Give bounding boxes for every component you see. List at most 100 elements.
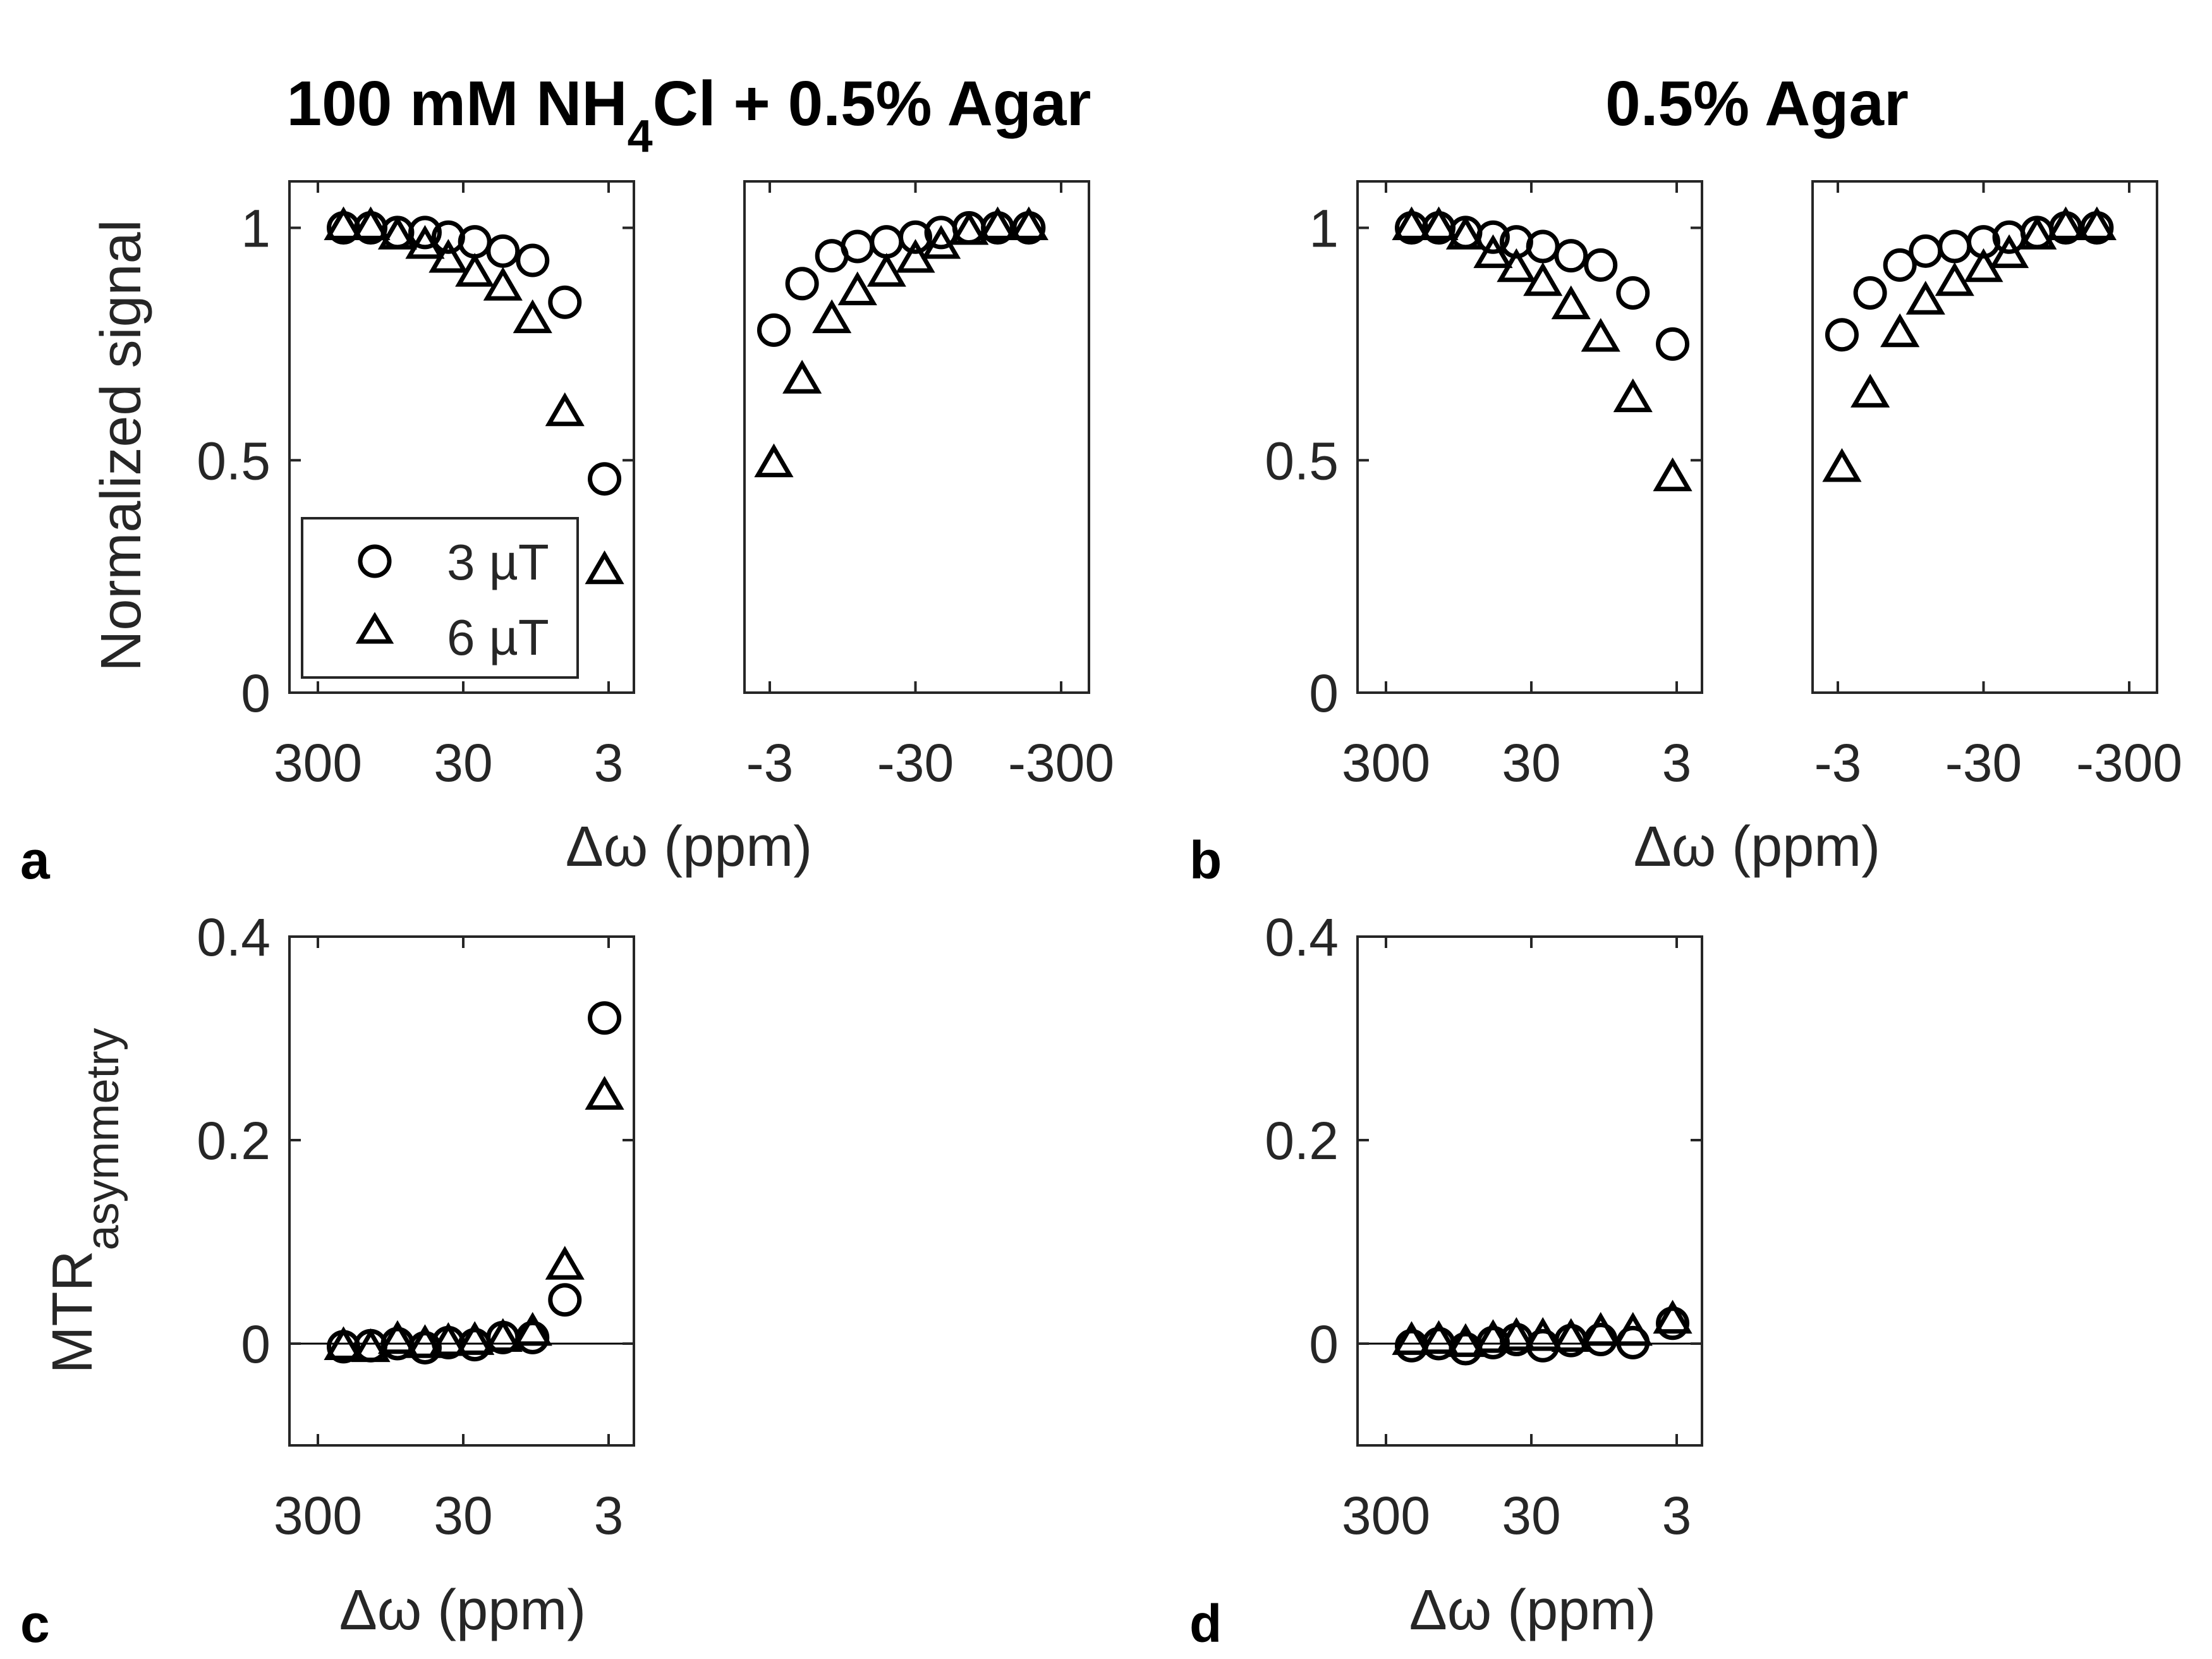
axes-frame [1356, 935, 1703, 1447]
axes-frame [1356, 180, 1703, 694]
x-tick-label: 3 [1662, 733, 1692, 793]
y-tick-label: 0.4 [1265, 908, 1339, 967]
plot-a-negative: -3 -30 -300 [743, 180, 1114, 793]
data-point-triangle [949, 210, 989, 245]
data-point-triangle [1523, 1316, 1563, 1351]
data-point-triangle [1445, 1323, 1486, 1358]
xlabel-d: Δω (ppm) [1409, 1579, 1656, 1642]
data-point-triangle [978, 206, 1018, 241]
data-point-triangle [1581, 318, 1620, 352]
data-point-circle [1584, 248, 1618, 282]
panel-letter-b: b [1189, 830, 1222, 890]
data-point-circle [1616, 276, 1650, 310]
plot-c: 0 0.2 0.4 300 30 3 [197, 908, 635, 1545]
panel-letter-d: d [1189, 1594, 1222, 1653]
data-point-triangle [351, 206, 391, 241]
data-point-triangle [324, 206, 363, 241]
data-point-circle [588, 462, 622, 496]
y-tick-label: 1 [1309, 199, 1339, 258]
data-point-triangle [1445, 216, 1486, 250]
data-point-triangle [377, 216, 418, 250]
data-point-triangle [351, 1328, 391, 1363]
x-tick-label: 3 [1662, 1486, 1692, 1545]
y-tick-label: 0 [241, 1315, 270, 1374]
axes-frame [288, 180, 635, 694]
data-point-circle [408, 216, 442, 250]
data-point-triangle [1473, 234, 1513, 269]
data-point-circle [516, 243, 550, 277]
axes-frame [743, 180, 1090, 694]
data-point-circle [1476, 1325, 1510, 1359]
data-point-triangle [585, 550, 624, 585]
data-point-triangle [405, 1324, 445, 1358]
y-tick-label: 0.2 [197, 1111, 270, 1170]
data-point-triangle [1551, 285, 1591, 320]
data-point-triangle [1392, 206, 1431, 241]
data-point-triangle [1473, 1319, 1513, 1353]
xlabel-c: Δω (ppm) [339, 1579, 586, 1642]
data-point-circle [1656, 1306, 1690, 1340]
data-point-triangle [754, 443, 794, 478]
x-tick-label: -3 [746, 733, 794, 793]
data-point-triangle [2046, 206, 2086, 241]
y-tick-label: 0.5 [1265, 431, 1339, 490]
y-tick-label: 0 [1309, 1315, 1339, 1374]
x-tick-label: 300 [1342, 733, 1430, 793]
data-point-triangle [921, 225, 961, 259]
legend-label-6ut: 6 µT [447, 609, 549, 665]
legend-box [301, 517, 579, 679]
data-point-triangle [1613, 378, 1653, 413]
data-point-circle [588, 1001, 622, 1035]
data-point-triangle [1850, 374, 1890, 408]
x-tick-label: -30 [1945, 733, 2022, 793]
panel-letter-a: a [20, 830, 51, 890]
data-point-circle [1825, 318, 1859, 352]
data-point-triangle [1905, 281, 1945, 315]
x-tick-label: 3 [594, 733, 624, 793]
x-tick-label: -3 [1814, 733, 1862, 793]
legend-triangle-marker [355, 612, 394, 644]
data-point-circle [785, 267, 819, 301]
y-tick-label: 0 [1309, 664, 1339, 723]
x-tick-label: -300 [1008, 733, 1114, 793]
data-point-triangle [2017, 216, 2057, 250]
y-tick-label: 0.4 [197, 908, 270, 967]
data-point-triangle [866, 253, 906, 287]
data-point-circle [1909, 234, 1943, 268]
data-point-triangle [1990, 234, 2029, 269]
legend-circle-marker [358, 544, 392, 578]
data-point-triangle [545, 1246, 585, 1280]
data-point-triangle [1497, 1316, 1536, 1351]
data-point-circle [458, 225, 492, 259]
data-point-triangle [1822, 448, 1862, 482]
x-tick-label: 300 [1342, 1486, 1430, 1545]
data-point-triangle [483, 267, 523, 301]
data-point-triangle [1653, 1299, 1692, 1334]
data-point-triangle [2077, 206, 2117, 241]
plot-a-positive: 0 0.5 1 300 30 3 [197, 180, 635, 793]
data-point-triangle [405, 225, 445, 259]
data-point-triangle [1392, 1321, 1431, 1355]
data-point-circle [1938, 229, 1972, 264]
x-tick-label: 300 [274, 733, 362, 793]
legend: 3 µT 6 µT [301, 517, 579, 679]
data-point-triangle [1613, 1311, 1653, 1346]
title-right: 0.5% Agar [1605, 68, 1909, 139]
plot-b-positive: 0 0.5 1 300 30 3 [1265, 180, 1703, 793]
data-point-triangle [1497, 248, 1536, 283]
data-point-triangle [1581, 1311, 1620, 1346]
xlabel-a: Δω (ppm) [566, 815, 812, 878]
x-tick-label: 30 [1502, 1486, 1560, 1545]
data-point-triangle [585, 1076, 624, 1110]
data-point-circle [1883, 248, 1917, 282]
y-tick-label: 0 [241, 664, 270, 723]
plot-b-negative: -3 -30 -300 [1811, 180, 2182, 793]
data-point-circle [841, 229, 875, 264]
data-point-triangle [1419, 1320, 1459, 1354]
y-tick-label: 0.2 [1265, 1111, 1339, 1170]
y-tick-label: 1 [241, 199, 270, 258]
data-point-triangle [428, 1322, 468, 1356]
data-point-triangle [812, 299, 852, 334]
